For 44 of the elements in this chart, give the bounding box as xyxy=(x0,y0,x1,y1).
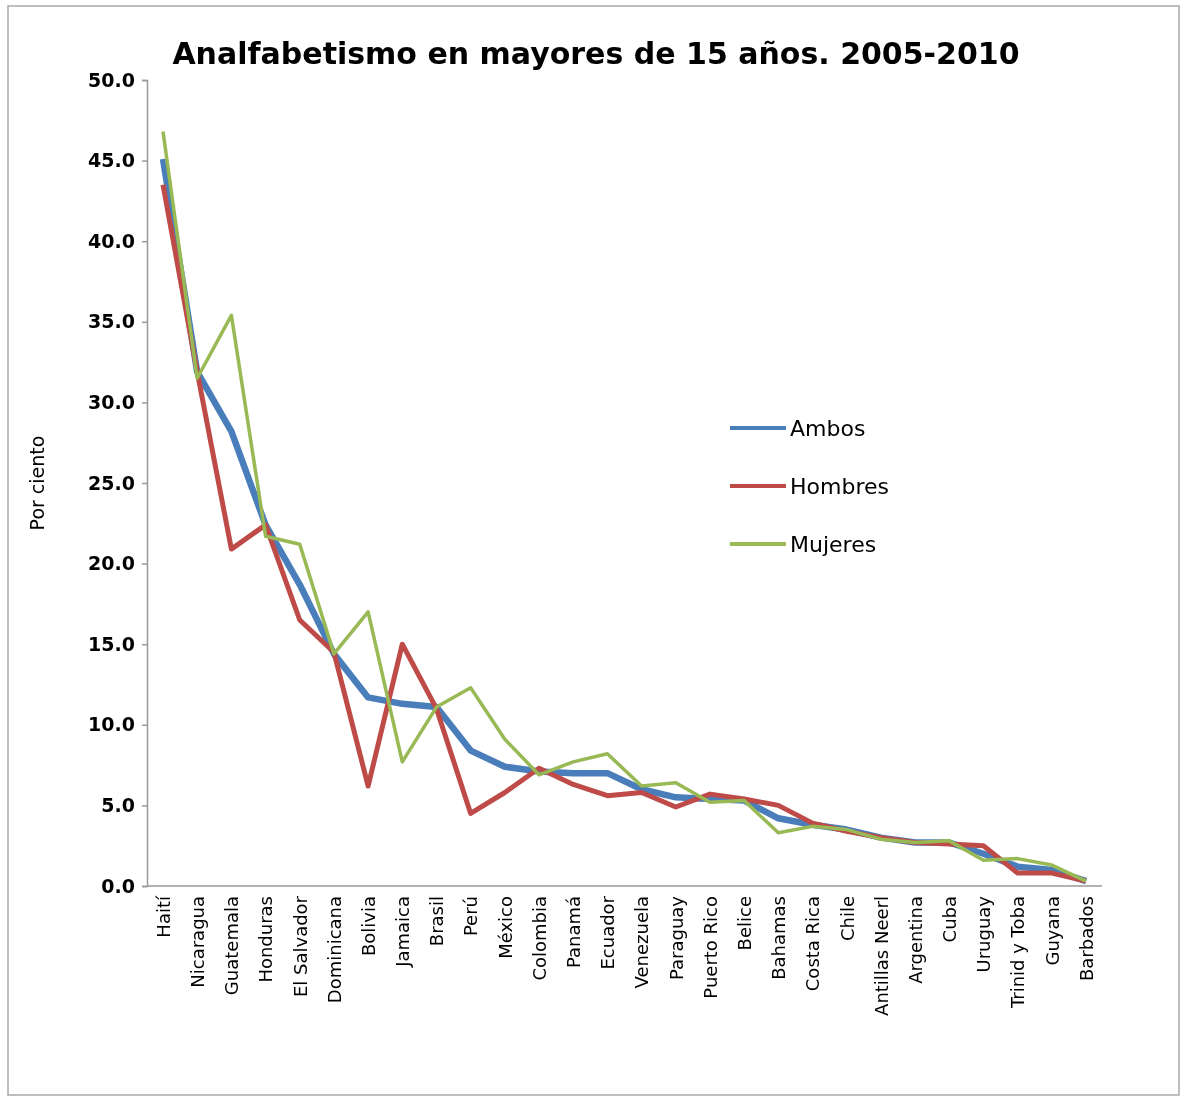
x-tick-label: Honduras xyxy=(255,896,277,983)
y-tick-label: 25.0 xyxy=(88,471,135,494)
x-tick-label: Bahamas xyxy=(768,896,790,980)
x-tick-label: Costa Rica xyxy=(802,896,824,992)
x-tick-label: Ecuador xyxy=(597,895,619,970)
x-tick-label: Haití xyxy=(152,895,174,938)
x-tick-label: Trinid y Toba xyxy=(1007,896,1029,1010)
x-tick-label: Uruguay xyxy=(973,895,995,973)
x-tick-label: Guyana xyxy=(1041,896,1063,966)
x-tick-label: Chile xyxy=(836,896,858,942)
x-tick-label: Perú xyxy=(460,896,482,937)
legend-label: Mujeres xyxy=(790,531,877,557)
y-tick-label: 5.0 xyxy=(101,793,135,816)
x-tick-label: Panamá xyxy=(563,896,585,969)
x-tick-label: Jamaica xyxy=(392,896,414,968)
y-tick-label: 50.0 xyxy=(88,68,135,91)
x-tick-label: Antillas Neerl xyxy=(870,896,892,1016)
x-tick-label: Argentina xyxy=(904,896,926,984)
legend-label: Ambos xyxy=(790,415,866,441)
x-tick-label: Nicaragua xyxy=(186,896,208,988)
x-tick-label: Cuba xyxy=(939,896,961,943)
legend-label: Hombres xyxy=(790,473,889,499)
x-tick-label: Colombia xyxy=(528,896,550,981)
chart-title: Analfabetismo en mayores de 15 años. 2005-2010 xyxy=(172,36,1020,71)
y-tick-label: 30.0 xyxy=(88,390,135,413)
x-tick-label: Bolivia xyxy=(357,896,379,957)
x-tick-label: Barbados xyxy=(1075,896,1097,982)
x-tick-label: Dominicana xyxy=(323,896,345,1004)
y-tick-label: 20.0 xyxy=(88,552,135,575)
x-tick-label: El Salvador xyxy=(289,895,311,998)
y-axis-title: Por ciento xyxy=(26,435,48,531)
x-tick-label: Puerto Rico xyxy=(699,896,721,999)
x-tick-label: Venezuela xyxy=(631,896,653,989)
x-tick-label: Brasil xyxy=(426,896,448,947)
x-tick-label: Paraguay xyxy=(665,895,687,981)
x-tick-label: México xyxy=(494,896,516,959)
y-tick-label: 0.0 xyxy=(101,874,135,897)
x-tick-label: Belice xyxy=(733,896,755,951)
y-tick-label: 10.0 xyxy=(88,713,135,736)
y-tick-label: 35.0 xyxy=(88,310,135,333)
y-tick-label: 40.0 xyxy=(88,229,135,252)
y-tick-label: 45.0 xyxy=(88,149,135,172)
x-tick-label: Guatemala xyxy=(221,896,243,996)
y-tick-label: 15.0 xyxy=(88,632,135,655)
